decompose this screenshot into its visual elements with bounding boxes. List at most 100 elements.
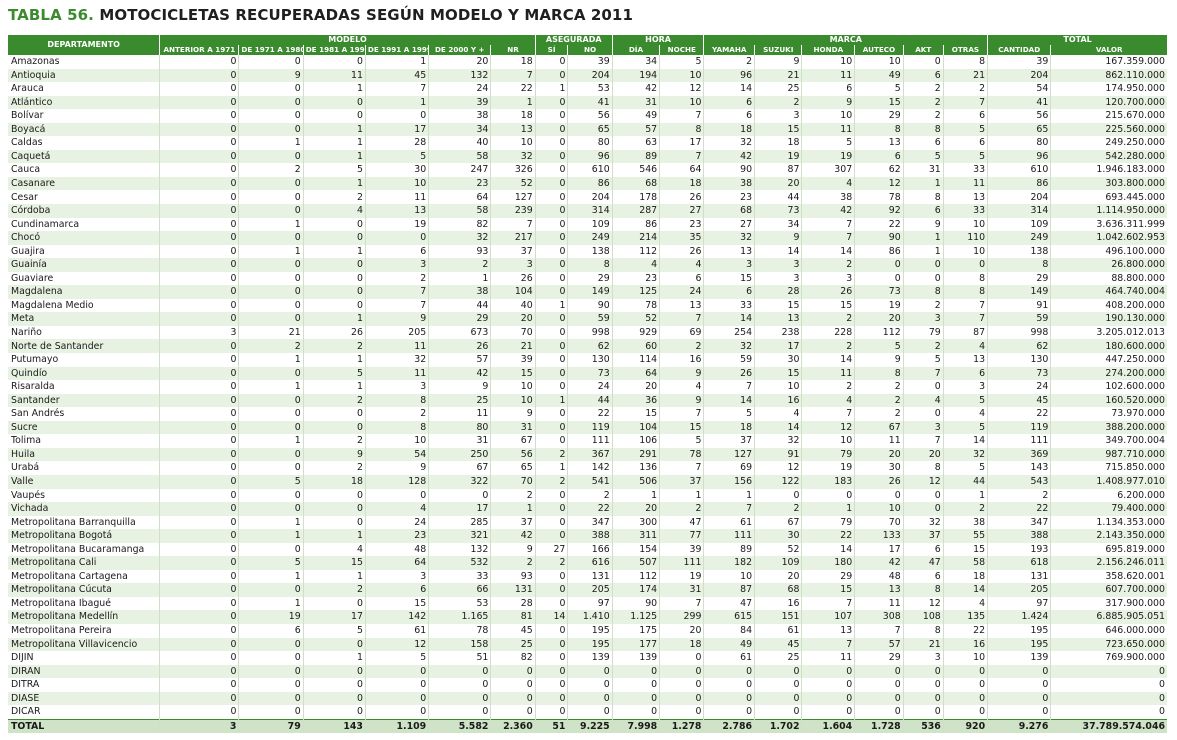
table-cell: 0 xyxy=(238,651,304,665)
table-cell: 0 xyxy=(159,556,239,570)
table-cell: 532 xyxy=(428,556,491,570)
table-cell: 3 xyxy=(902,312,944,326)
table-cell: 21 xyxy=(238,325,304,340)
table-cell: 7 xyxy=(942,312,988,326)
table-cell: 695.819.000 xyxy=(1050,542,1167,557)
table-cell: 8 xyxy=(364,420,429,435)
table-cell: 0 xyxy=(1050,691,1167,706)
table-cell: 68 xyxy=(611,176,660,191)
department-name: San Andrés xyxy=(11,408,65,420)
table-cell: 2 xyxy=(302,339,366,354)
table-cell: 239 xyxy=(490,204,536,218)
table-cell: 0 xyxy=(302,271,366,286)
table-cell: 7 xyxy=(703,380,755,394)
table-cell: 2 xyxy=(567,488,613,503)
table-cell: 14 xyxy=(754,420,802,435)
table-cell: 97 xyxy=(567,596,613,611)
table-cell: 180 xyxy=(801,556,855,570)
table-cell: 88.800.000 xyxy=(1050,271,1167,286)
table-cell: 2 xyxy=(801,380,855,394)
table-cell: 0 xyxy=(302,109,366,123)
table-cell: 4 xyxy=(659,380,704,394)
table-cell: 10 xyxy=(854,55,904,69)
table-cell: 0 xyxy=(238,82,304,96)
table-cell: 0 xyxy=(159,285,239,299)
table-cell: 7 xyxy=(703,502,755,516)
table-cell: 7 xyxy=(942,298,988,313)
table-cell: 0 xyxy=(534,258,568,272)
table-cell: 543 xyxy=(987,474,1051,489)
table-cell: 45 xyxy=(490,623,536,638)
table-row: Metropolitana Ibagué 0 1 0 15 53 28 0 97 90 7 47 16 7… xyxy=(8,596,1167,611)
table-cell: 303.800.000 xyxy=(1050,176,1167,191)
department-name: Bolívar xyxy=(11,110,44,122)
table-cell: 20 xyxy=(902,447,944,462)
table-cell: 0 xyxy=(902,678,944,692)
table-cell: 32 xyxy=(703,339,755,354)
table-cell: 0 xyxy=(238,312,304,326)
table-cell: 4 xyxy=(659,258,704,272)
table-cell: 1 xyxy=(302,122,366,137)
table-cell: 0 xyxy=(534,651,568,665)
table-cell: 10 xyxy=(703,569,755,584)
table-cell: 143 xyxy=(987,461,1051,475)
table-cell: 507 xyxy=(611,556,660,570)
table-cell: 15 xyxy=(801,298,855,313)
table-cell: 5 xyxy=(854,339,904,354)
total-cell: 1.702 xyxy=(754,718,802,734)
table-cell: 18 xyxy=(942,569,988,584)
table-cell: 0 xyxy=(987,691,1051,706)
table-cell: 225.560.000 xyxy=(1050,122,1167,137)
table-cell: 29 xyxy=(987,271,1051,286)
table-cell: 7 xyxy=(659,312,704,326)
table-cell: 73 xyxy=(854,285,904,299)
table-cell: 1 xyxy=(490,502,536,516)
table-cell: 91 xyxy=(754,447,802,462)
table-cell: 254 xyxy=(703,325,755,340)
department-name: Guainía xyxy=(8,258,160,272)
table-cell: 0 xyxy=(1050,664,1167,679)
table-cell: 15 xyxy=(611,407,660,421)
department-name: Tolima xyxy=(11,435,41,447)
table-cell: 20 xyxy=(490,312,536,326)
table-cell: 0 xyxy=(902,380,944,394)
table-cell: 175 xyxy=(611,623,660,638)
table-cell: 2 xyxy=(238,339,304,354)
table-cell: 0 xyxy=(854,705,904,720)
table-cell: 0 xyxy=(1050,705,1167,720)
total-cell: 2.786 xyxy=(703,718,755,734)
table-cell: 32 xyxy=(428,231,491,245)
table-cell: 7 xyxy=(659,596,704,611)
table-cell: 49 xyxy=(854,68,904,83)
table-cell: 0 xyxy=(159,502,239,516)
table-cell: 3 xyxy=(801,271,855,286)
department-name: Metropolitana Cartagena xyxy=(11,570,128,582)
table-cell: 59 xyxy=(703,353,755,367)
table-cell: 314 xyxy=(987,204,1051,218)
table-cell: 21 xyxy=(490,339,536,354)
table-cell: 8 xyxy=(902,285,944,299)
table-cell: 0 xyxy=(534,163,568,177)
table-cell: 20 xyxy=(611,502,660,516)
table-cell: 17 xyxy=(754,339,802,354)
table-cell: 82 xyxy=(490,651,536,665)
table-row: Vaupés 0 0 0 0 0 2 0 2 1 1 1 0 0 0 0 1 2 6.200.000 xyxy=(8,488,1167,503)
table-cell: 7 xyxy=(902,434,944,448)
table-cell: 5 xyxy=(942,461,988,475)
table-cell: 24 xyxy=(428,82,491,96)
table-cell: 8 xyxy=(659,122,704,137)
column-header: SUZUKI xyxy=(754,45,802,55)
table-cell: 6 xyxy=(364,583,429,597)
column-header: YAMAHA xyxy=(703,45,755,55)
table-cell: 28 xyxy=(364,136,429,150)
table-cell: 214 xyxy=(611,231,660,245)
table-cell: 25 xyxy=(428,393,491,408)
table-cell: 618 xyxy=(987,556,1051,570)
table-cell: 1 xyxy=(238,380,304,394)
table-cell: 80 xyxy=(987,136,1051,150)
table-cell: 142 xyxy=(567,461,613,475)
table-cell: 2 xyxy=(854,380,904,394)
table-cell: 0 xyxy=(159,136,239,150)
table-cell: 24 xyxy=(987,380,1051,394)
table-row: Santander 0 0 2 8 25 10 1 44 36 9 14 16 4 2 4 5 45 160.520… xyxy=(8,393,1167,408)
